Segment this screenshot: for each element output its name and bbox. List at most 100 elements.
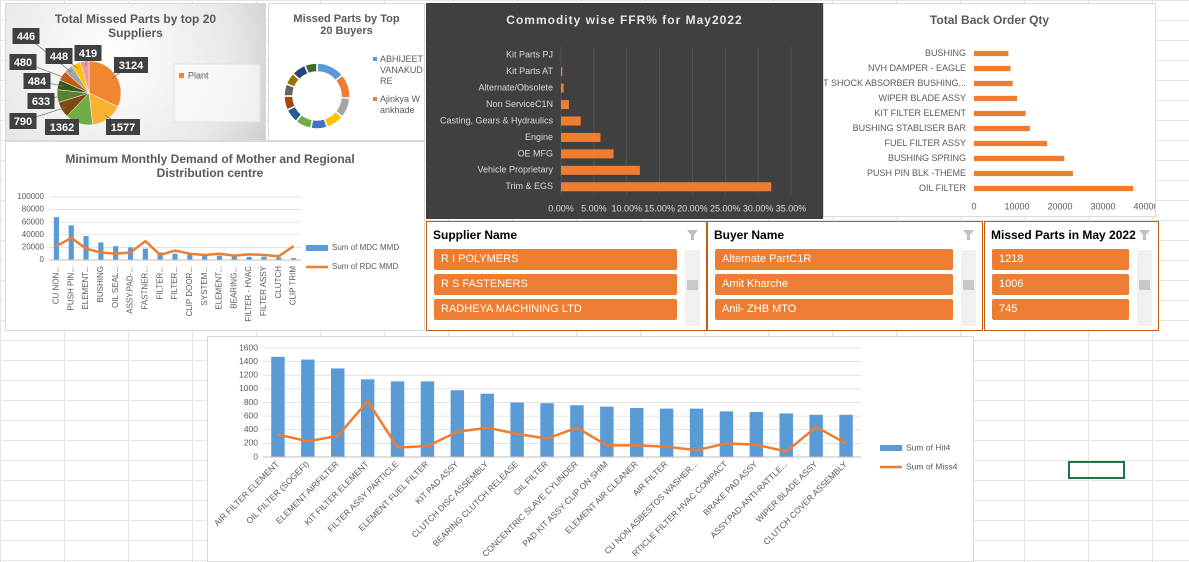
scroll-thumb[interactable]	[687, 280, 698, 290]
label-box	[106, 119, 140, 135]
bar	[570, 405, 584, 457]
bar	[53, 217, 60, 260]
slicer-item[interactable]: 745	[992, 299, 1129, 320]
bar	[719, 411, 734, 457]
slicer-item[interactable]: 1218	[992, 249, 1129, 270]
label-box	[45, 48, 73, 64]
bar	[261, 256, 267, 260]
scrollbar[interactable]	[1137, 250, 1152, 326]
legend-label: Plant	[188, 70, 209, 80]
bar	[301, 359, 315, 457]
bar	[540, 403, 554, 457]
y-tick-label: 0	[40, 255, 45, 264]
bar	[246, 256, 252, 260]
y-tick-label: Kit Parts PJ	[506, 50, 553, 60]
y-tick-label: OE MFG	[518, 148, 554, 158]
y-tick-label: WIPER BLADE ASSY	[878, 93, 966, 103]
bar	[216, 255, 223, 260]
slicer-item[interactable]: R I POLYMERS	[434, 249, 677, 270]
legend-label: Sum of Miss4	[906, 461, 958, 471]
mmd-panel: Minimum Monthly Demand of Mother and Reg…	[5, 141, 425, 331]
bar	[630, 407, 644, 457]
bar	[974, 80, 1013, 87]
selected-cell[interactable]	[1068, 461, 1125, 479]
bar	[974, 95, 1017, 102]
doughnut-segment	[334, 73, 351, 99]
y-tick-label: 1400	[239, 356, 258, 366]
clear-filter[interactable]	[686, 228, 700, 242]
slicer-item[interactable]: Anil- ZHB MTO	[715, 299, 953, 320]
x-tick-label: CLUTCH	[274, 266, 283, 299]
x-tick-label: FILTER...	[170, 266, 179, 300]
y-tick-label: Trim & EGS	[505, 181, 553, 191]
chart-title: Total Back Order Qty	[929, 13, 1050, 27]
bar	[276, 257, 282, 260]
y-tick-label: Vehicle Proprietary	[477, 165, 553, 175]
bar	[142, 248, 148, 260]
y-tick-label: FUEL FILTER ASSY	[884, 138, 966, 148]
doughnut-panel: Missed Parts by Top 20 Buyers ABHIJEET V…	[268, 3, 425, 141]
data-label: 480	[14, 57, 32, 69]
bar	[480, 393, 494, 457]
x-tick-label: FASTNER...	[140, 266, 149, 310]
bar	[974, 50, 1009, 57]
slicer-item[interactable]: R S FASTENERS	[434, 274, 677, 295]
slicer-item[interactable]: Amit Kharche	[715, 274, 953, 295]
scrollbar[interactable]	[685, 250, 700, 326]
bar	[450, 390, 465, 457]
label-box	[114, 57, 148, 73]
data-label: 1362	[50, 122, 74, 134]
slicer-item[interactable]: 1006	[992, 274, 1129, 295]
bar	[127, 247, 134, 260]
clear-filter[interactable]	[1138, 228, 1152, 242]
scroll-thumb[interactable]	[1139, 280, 1150, 290]
bar	[974, 65, 1011, 72]
bar	[360, 379, 375, 457]
bar	[561, 165, 640, 175]
x-tick-label: 35.00%	[776, 203, 807, 213]
x-tick-label: 10000	[1004, 201, 1029, 211]
bar	[561, 132, 601, 142]
y-tick-label: 40000	[22, 230, 45, 239]
funnel	[687, 230, 698, 240]
legend-label: Sum of MDC MMD	[332, 243, 399, 252]
x-tick-label: 0	[971, 201, 976, 211]
data-label: 484	[28, 76, 47, 88]
x-tick-label: CLIP TRIM	[289, 266, 298, 306]
data-label: 446	[17, 31, 35, 43]
slicer-title: Buyer Name	[714, 228, 785, 242]
label-box	[45, 119, 79, 135]
back-order-panel: Total Back Order Qty 0 10000 20000 30000 400…	[823, 3, 1156, 217]
slicer-item[interactable]: RADHEYA MACHINING LTD	[434, 299, 677, 320]
y-tick-label: 1000	[239, 383, 258, 393]
slicer: Missed Parts in May 2022 1218 1006 745	[984, 221, 1159, 331]
legend-swatch	[373, 97, 377, 101]
y-tick-label: Non ServiceC1N	[486, 99, 553, 109]
scroll-thumb[interactable]	[963, 280, 974, 290]
bar	[749, 412, 764, 457]
y-tick-label: 1200	[239, 370, 258, 380]
x-tick-label: 0.00%	[548, 203, 574, 213]
bar	[420, 381, 435, 457]
bar	[974, 140, 1048, 147]
bar	[157, 252, 163, 260]
scrollbar[interactable]	[961, 250, 976, 326]
label-box	[9, 113, 37, 129]
doughnut-segment	[309, 117, 329, 130]
bar	[974, 185, 1134, 192]
x-tick-label: PUSH PIN...	[66, 266, 75, 310]
legend-label: Sum of Hit4	[906, 442, 951, 452]
legend-label: Ajinkya Wankhade	[380, 94, 421, 115]
y-tick-label: 20000	[22, 243, 45, 252]
line	[55, 236, 295, 258]
slicer-item[interactable]: Alternate PartC1R	[715, 249, 953, 270]
data-label: 3124	[119, 60, 144, 72]
bar	[172, 253, 178, 260]
bar	[390, 381, 405, 457]
y-tick-label: 400	[244, 424, 258, 434]
clear-filter[interactable]	[962, 228, 976, 242]
x-tick-label: FILTER - HVAC	[244, 266, 253, 322]
x-tick-label: 20.00%	[677, 203, 708, 213]
x-tick-label: SYSTEM...	[200, 266, 209, 306]
